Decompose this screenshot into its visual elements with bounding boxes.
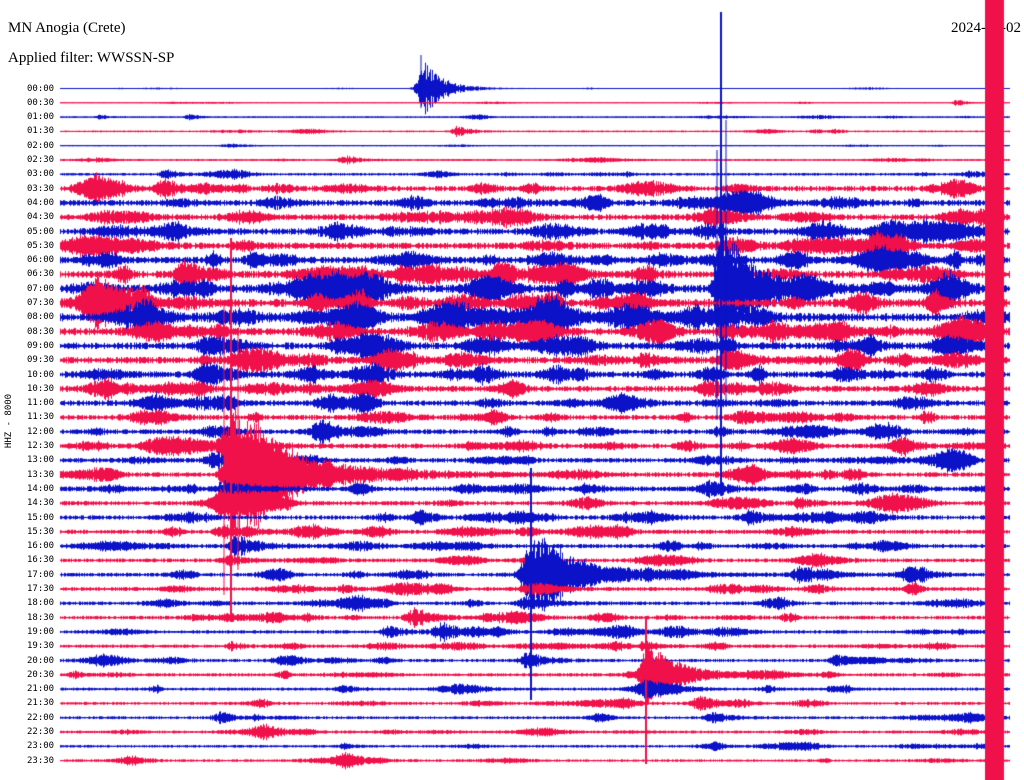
time-label: 13:00 xyxy=(27,455,55,466)
time-label: 08:30 xyxy=(27,326,55,337)
time-label: 11:00 xyxy=(27,398,55,409)
time-label: 00:00 xyxy=(27,83,55,94)
time-label: 15:30 xyxy=(27,526,55,537)
time-label: 16:00 xyxy=(27,541,55,552)
time-label: 12:00 xyxy=(27,426,55,437)
time-label: 13:30 xyxy=(27,469,55,480)
time-label: 08:00 xyxy=(27,312,55,323)
time-label: 05:30 xyxy=(27,240,55,251)
time-label: 06:00 xyxy=(27,255,55,266)
channel-gain-axis-label: HHZ - 8000 xyxy=(4,393,14,449)
time-label: 04:00 xyxy=(27,197,55,208)
time-label: 12:30 xyxy=(27,441,55,451)
time-label: 23:00 xyxy=(27,741,55,752)
time-label: 21:00 xyxy=(27,684,55,695)
time-label: 14:00 xyxy=(27,483,55,494)
date-label: 2024-04-02 xyxy=(951,20,1021,36)
time-label: 21:30 xyxy=(27,698,55,709)
time-label: 10:00 xyxy=(27,369,55,380)
time-label: 15:00 xyxy=(27,512,55,523)
time-label: 01:30 xyxy=(27,126,55,137)
time-label: 23:30 xyxy=(27,755,55,766)
time-label: 18:00 xyxy=(27,598,55,609)
time-label: 01:00 xyxy=(27,112,55,123)
time-label: 19:30 xyxy=(27,641,55,652)
time-label: 17:00 xyxy=(27,569,55,580)
time-label: 02:30 xyxy=(27,155,55,165)
time-label: 22:30 xyxy=(27,727,55,737)
station-title: MN Anogia (Crete) xyxy=(8,20,126,36)
time-label: 09:00 xyxy=(27,340,55,351)
time-label: 14:30 xyxy=(27,498,55,509)
filter-label: Applied filter: WWSSN-SP xyxy=(8,50,175,66)
time-label: 05:00 xyxy=(27,226,55,237)
time-label: 10:30 xyxy=(27,383,55,394)
time-label: 02:00 xyxy=(27,140,55,151)
time-label: 19:00 xyxy=(27,626,55,637)
time-label: 04:30 xyxy=(27,212,55,223)
time-label: 18:30 xyxy=(27,612,55,623)
time-label: 03:00 xyxy=(27,169,55,180)
time-label: 09:30 xyxy=(27,355,55,366)
time-label: 03:30 xyxy=(27,183,55,194)
time-label: 11:30 xyxy=(27,412,55,423)
time-label: 00:30 xyxy=(27,97,55,108)
time-label: 17:30 xyxy=(27,584,55,594)
time-label: 06:30 xyxy=(27,269,55,280)
time-label: 20:00 xyxy=(27,655,55,666)
time-label: 22:00 xyxy=(27,712,55,723)
time-label: 07:30 xyxy=(27,298,55,308)
time-label: 07:00 xyxy=(27,283,55,294)
time-label: 16:30 xyxy=(27,555,55,566)
time-label: 20:30 xyxy=(27,669,55,680)
